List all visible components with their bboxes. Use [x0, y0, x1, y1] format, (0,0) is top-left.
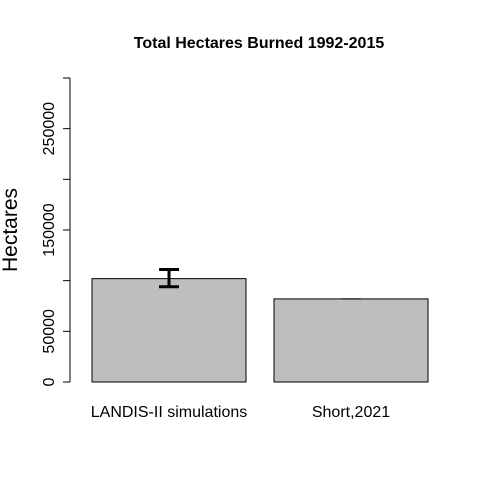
y-tick-label: 0 [41, 377, 58, 386]
error-bars [159, 268, 361, 300]
category-label: Short,2021 [312, 404, 390, 421]
chart-title: Total Hectares Burned 1992-2015 [134, 35, 385, 52]
bars [91, 278, 429, 383]
y-tick-label: 250000 [41, 102, 58, 155]
y-axis: 0 50000 150000 250000 [41, 77, 71, 386]
bar [91, 278, 247, 383]
y-tick-label: 150000 [41, 203, 58, 256]
bar [273, 298, 429, 383]
y-tick-label: 50000 [41, 309, 58, 354]
category-labels: LANDIS-II simulations Short,2021 [91, 404, 390, 421]
category-label: LANDIS-II simulations [91, 404, 248, 421]
y-axis-label: Hectares [0, 188, 22, 272]
